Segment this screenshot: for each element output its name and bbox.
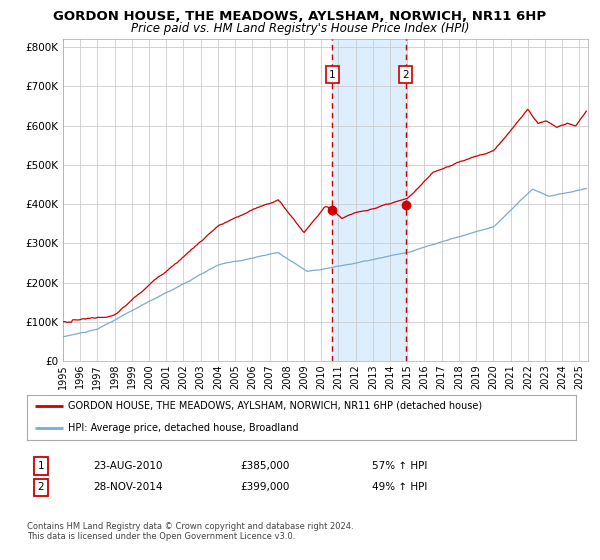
Text: Price paid vs. HM Land Registry's House Price Index (HPI): Price paid vs. HM Land Registry's House … bbox=[131, 22, 469, 35]
Text: HPI: Average price, detached house, Broadland: HPI: Average price, detached house, Broa… bbox=[68, 423, 299, 433]
Text: GORDON HOUSE, THE MEADOWS, AYLSHAM, NORWICH, NR11 6HP: GORDON HOUSE, THE MEADOWS, AYLSHAM, NORW… bbox=[53, 10, 547, 23]
Text: 1: 1 bbox=[37, 461, 44, 471]
Text: 28-NOV-2014: 28-NOV-2014 bbox=[93, 482, 163, 492]
Text: 1: 1 bbox=[329, 69, 335, 80]
Text: 49% ↑ HPI: 49% ↑ HPI bbox=[372, 482, 427, 492]
Text: £399,000: £399,000 bbox=[240, 482, 289, 492]
Text: 23-AUG-2010: 23-AUG-2010 bbox=[93, 461, 163, 471]
Text: Contains HM Land Registry data © Crown copyright and database right 2024.
This d: Contains HM Land Registry data © Crown c… bbox=[27, 522, 353, 542]
Text: 2: 2 bbox=[37, 482, 44, 492]
Text: £385,000: £385,000 bbox=[240, 461, 289, 471]
Text: 2: 2 bbox=[403, 69, 409, 80]
Text: 57% ↑ HPI: 57% ↑ HPI bbox=[372, 461, 427, 471]
Bar bbox=[332, 39, 406, 361]
Text: GORDON HOUSE, THE MEADOWS, AYLSHAM, NORWICH, NR11 6HP (detached house): GORDON HOUSE, THE MEADOWS, AYLSHAM, NORW… bbox=[68, 401, 482, 411]
